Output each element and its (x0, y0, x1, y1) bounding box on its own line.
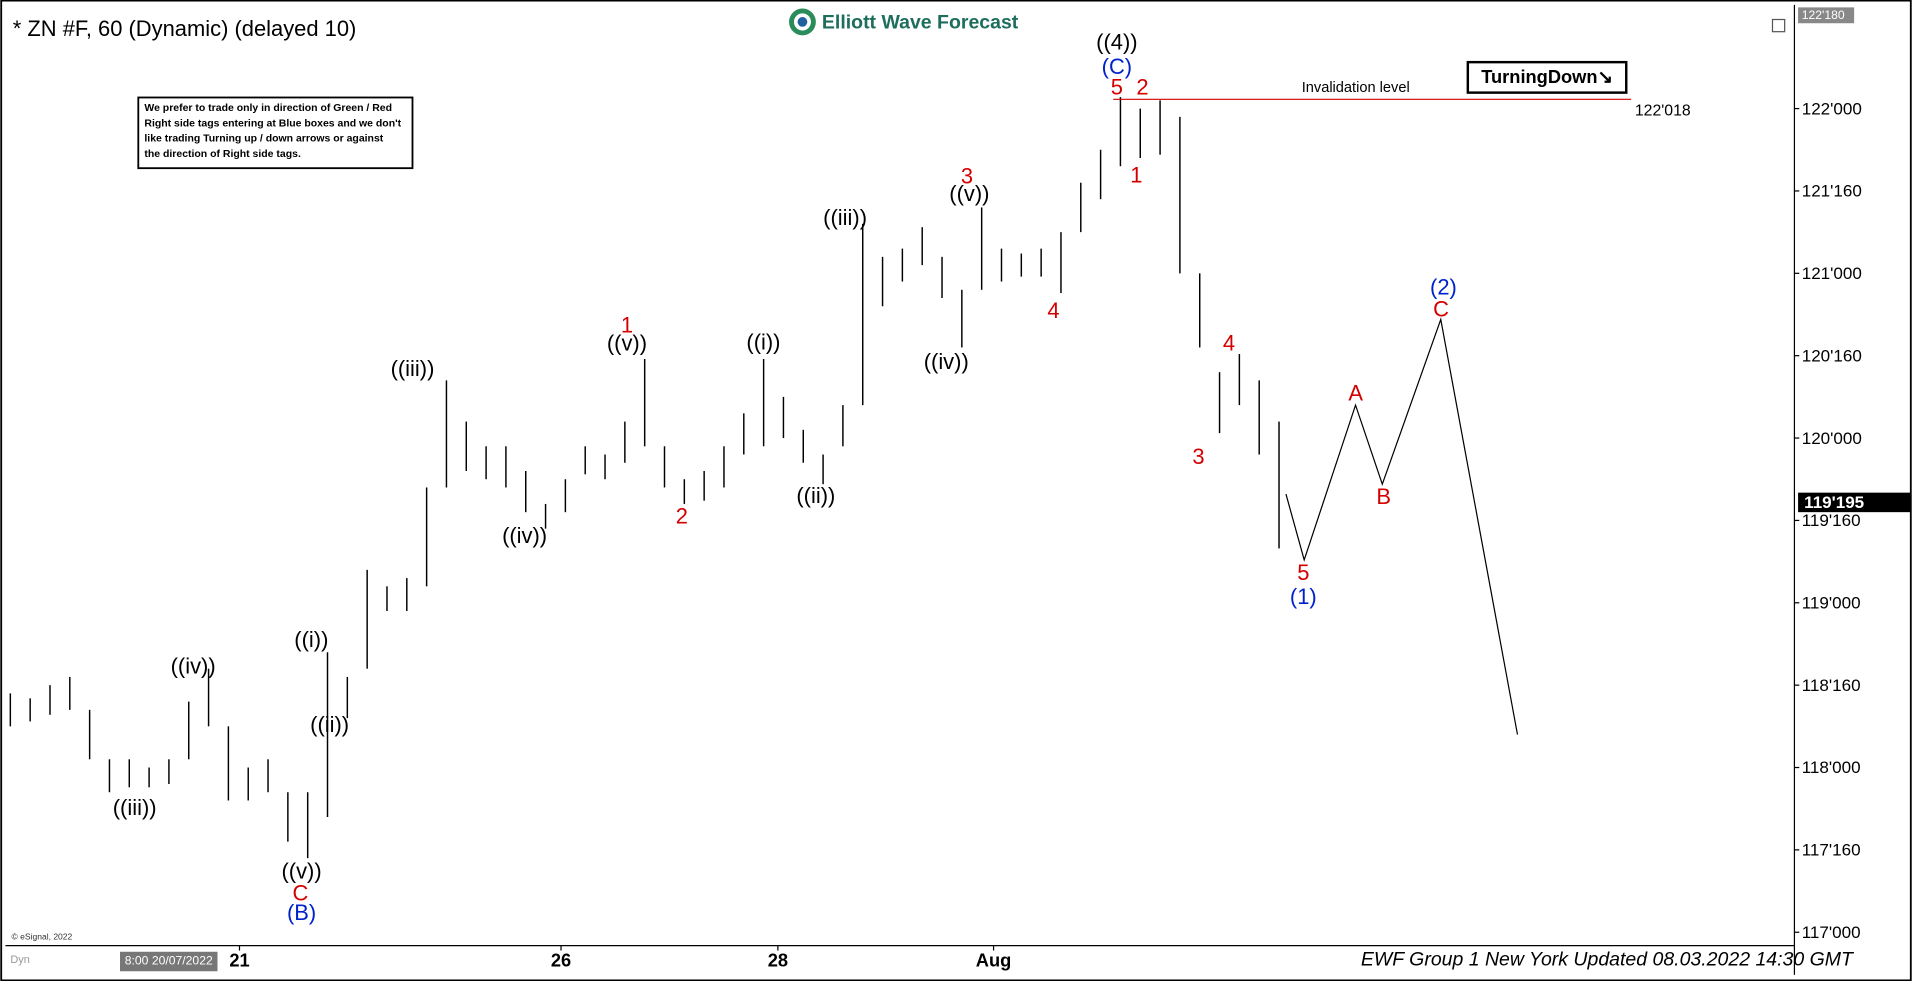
y-tick-label: 117'160 (1802, 841, 1861, 860)
wave-label: 5 (1297, 560, 1309, 585)
wave-label: ((i)) (294, 627, 328, 652)
wave-label: ((iii)) (391, 356, 435, 381)
corner-label: Dyn (10, 954, 29, 966)
y-tick-label: 118'000 (1802, 758, 1861, 777)
invalidation-value: 122'018 (1635, 103, 1691, 120)
note-line: like trading Turning up / down arrows or… (144, 134, 383, 145)
cursor-label-box (120, 951, 218, 972)
y-tick-label: 122'000 (1802, 99, 1862, 118)
wave-label: 1 (621, 312, 633, 337)
wave-label: 3 (961, 164, 973, 189)
y-tick-label: 118'160 (1802, 676, 1861, 695)
note-box (137, 96, 414, 170)
y-tick-label: 117'000 (1802, 923, 1861, 942)
badge: TurningDown↘ (1481, 66, 1613, 87)
wave-label: ((iv)) (502, 523, 547, 548)
x-tick-label: 21 (229, 949, 249, 970)
wave-label: 2 (676, 504, 688, 529)
cursor-label: 8:00 20/07/2022 (125, 954, 213, 968)
x-tick-label: Aug (976, 949, 1012, 970)
wave-label: C (1433, 297, 1449, 322)
wave-label: 3 (1192, 444, 1204, 469)
wave-label: ((ii)) (796, 483, 835, 508)
wave-label: 5 (1111, 75, 1123, 100)
wave-label: C (292, 880, 308, 905)
badge-box (1466, 60, 1628, 94)
y-tick-label: 120'160 (1802, 346, 1862, 365)
top-label-box (1798, 7, 1855, 24)
y-tick-label: 120'000 (1802, 429, 1862, 448)
x-tick-label: 26 (551, 949, 571, 970)
note-line: the direction of Right side tags. (144, 149, 301, 160)
wave-label: (B) (287, 900, 316, 925)
chart-title: * ZN #F, 60 (Dynamic) (delayed 10) (13, 16, 357, 41)
wave-label: 4 (1223, 331, 1235, 356)
note-line: We prefer to trade only in direction of … (144, 103, 392, 114)
wave-label: ((v)) (949, 181, 989, 206)
y-tick-label: 121'000 (1802, 264, 1862, 283)
wave-label: ((iii)) (823, 205, 867, 230)
wave-label: (1) (1290, 584, 1317, 609)
logo-icon (789, 8, 816, 36)
wave-label: ((4)) (1096, 30, 1137, 55)
wave-label: 1 (1130, 162, 1142, 187)
wave-label: A (1348, 381, 1363, 406)
wave-label: ((iv)) (924, 349, 969, 374)
logo-icon-core (797, 17, 808, 27)
note: We prefer to trade only in direction of … (144, 103, 401, 160)
y-tick-label: 119'000 (1802, 594, 1861, 613)
logo-text: Elliott Wave Forecast (822, 11, 1019, 33)
wave-label: ((ii)) (310, 712, 349, 737)
wave-label: B (1376, 484, 1391, 509)
wave-label: ((iii)) (113, 795, 157, 820)
invalidation-text: Invalidation level (1302, 80, 1410, 96)
wave-label: (C) (1102, 54, 1132, 79)
wave-label: 2 (1136, 75, 1148, 100)
restore-button[interactable] (1771, 18, 1786, 33)
y-tick-label: 121'160 (1802, 182, 1862, 201)
wave-label: ((iv)) (171, 654, 216, 679)
top-label: 122'180 (1802, 8, 1845, 22)
projection-path (1285, 317, 1519, 735)
wave-label: ((v)) (607, 331, 647, 356)
wave-label: (2) (1430, 275, 1457, 300)
y-tick-label: 119'160 (1802, 511, 1861, 530)
note-line: Right side tags entering at Blue boxes a… (144, 118, 401, 129)
last-price-box (1798, 492, 1911, 513)
x-tick-label: 28 (768, 949, 788, 970)
wave-label: 4 (1047, 298, 1059, 323)
wave-label: ((v)) (282, 858, 322, 883)
last-price-label: 119'195 (1804, 493, 1864, 512)
wave-label: ((i)) (746, 329, 780, 354)
source: © eSignal, 2022 (12, 931, 73, 941)
footer: EWF Group 1 New York Updated 08.03.2022 … (1361, 948, 1855, 970)
